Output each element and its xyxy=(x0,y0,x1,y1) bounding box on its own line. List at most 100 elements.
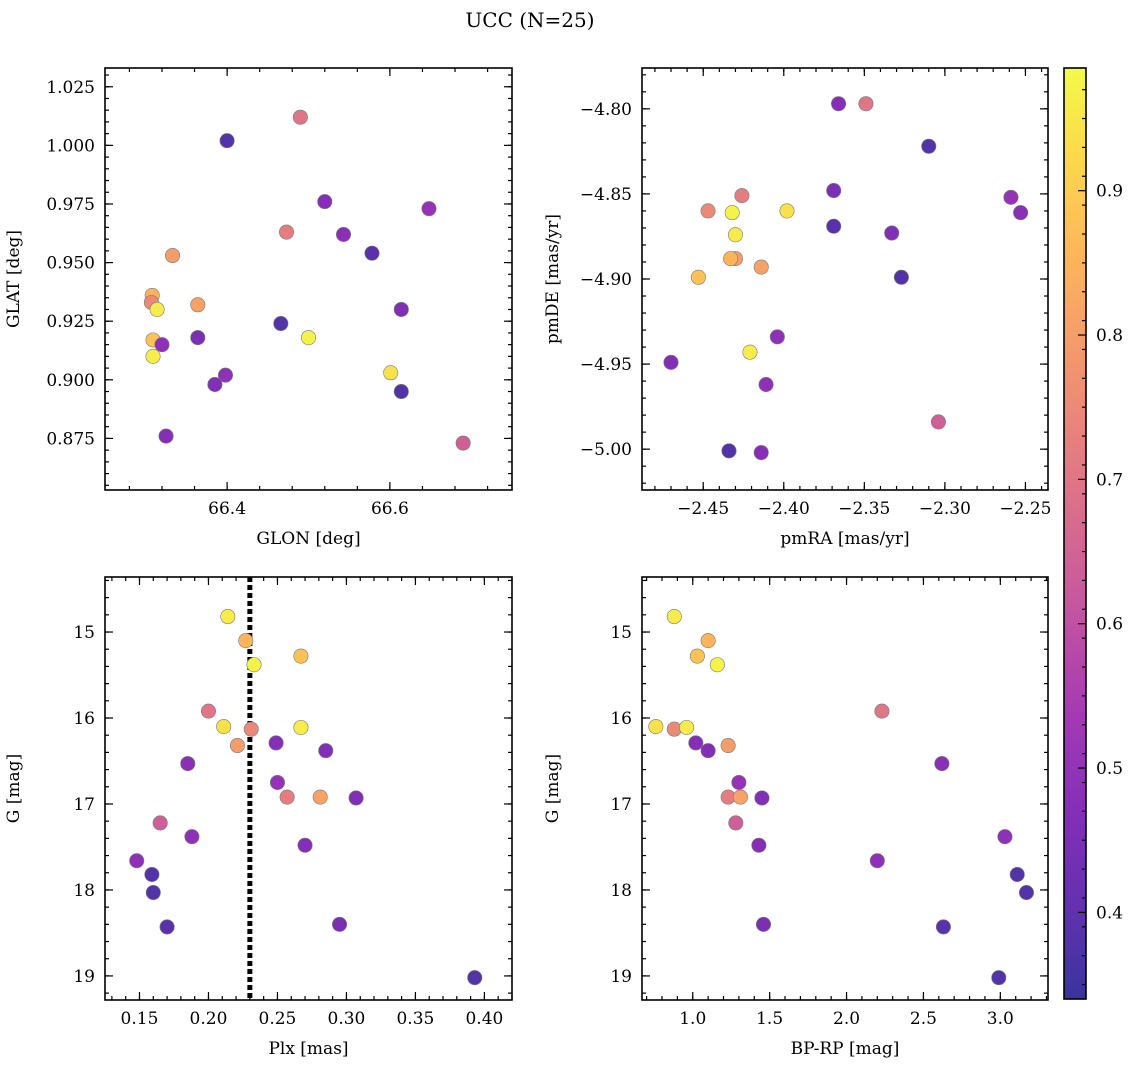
scatter-point xyxy=(184,829,200,845)
scatter-point xyxy=(826,218,842,234)
scatter-point xyxy=(727,227,743,243)
y-tick-label: 0.975 xyxy=(46,195,95,215)
colorbar-tick-label: 0.5 xyxy=(1096,759,1123,779)
scatter-point xyxy=(753,259,769,275)
scatter-point xyxy=(689,648,705,664)
x-axis-label: pmRA [mas/yr] xyxy=(780,529,909,549)
scatter-point xyxy=(312,789,328,805)
scatter-point xyxy=(724,205,740,221)
scatter-point xyxy=(666,609,682,625)
y-tick-label: 16 xyxy=(73,709,95,729)
axes-frame xyxy=(104,576,513,1001)
scatter-point xyxy=(755,916,771,932)
scatter-point xyxy=(721,443,737,459)
axes-frame xyxy=(104,67,513,491)
scatter-point xyxy=(297,837,313,853)
scatter-point xyxy=(219,133,235,149)
y-tick-label: 19 xyxy=(610,967,632,987)
scatter-point xyxy=(279,224,295,240)
scatter-point xyxy=(1003,189,1019,205)
y-tick-label: 18 xyxy=(73,881,95,901)
scatter-point xyxy=(292,109,308,125)
scatter-point xyxy=(934,756,950,772)
scatter-point xyxy=(663,354,679,370)
y-tick-label: −4.80 xyxy=(580,100,632,120)
scatter-point xyxy=(300,330,316,346)
colorbar-tick-label: 0.4 xyxy=(1096,903,1123,923)
scatter-point xyxy=(731,774,747,790)
colorbar-tick-label: 0.7 xyxy=(1096,470,1123,490)
x-tick-label: 0.25 xyxy=(259,1009,297,1029)
scatter-point xyxy=(769,329,785,345)
y-axis-label: GLAT [deg] xyxy=(4,230,24,328)
scatter-point xyxy=(734,188,750,204)
scatter-point xyxy=(268,735,284,751)
scatter-point xyxy=(884,225,900,241)
colorbar-tick-label: 0.8 xyxy=(1096,326,1123,346)
scatter-point xyxy=(421,201,437,217)
scatter-point xyxy=(152,815,168,831)
scatter-point xyxy=(393,301,409,317)
scatter-point xyxy=(348,790,364,806)
scatter-point xyxy=(200,703,216,719)
scatter-point xyxy=(728,815,744,831)
x-tick-label: 66.4 xyxy=(208,499,246,519)
scatter-point xyxy=(279,789,295,805)
scatter-point xyxy=(700,633,716,649)
scatter-point xyxy=(648,719,664,735)
panel-bprp-g: 1.0 1.5 2.0 2.5 3.0 15 16 17 18 19 BP-RP [mag] G [m… xyxy=(543,576,1049,1059)
scatter-point xyxy=(455,435,471,451)
scatter-point xyxy=(129,853,145,869)
scatter-point xyxy=(149,301,165,317)
scatter-point xyxy=(723,251,739,267)
x-tick-label: 2.5 xyxy=(910,1009,937,1029)
scatter-point xyxy=(238,633,254,649)
colorbar: 0.4 0.5 0.6 0.7 0.8 0.9 xyxy=(1063,67,1123,1000)
colorbar-gradient xyxy=(1064,68,1086,999)
y-tick-label: 0.900 xyxy=(46,371,95,391)
y-tick-label: 0.925 xyxy=(46,312,95,332)
scatter-point xyxy=(1009,866,1025,882)
scatter-point xyxy=(753,445,769,461)
y-tick-label: −4.95 xyxy=(580,355,632,375)
scatter-point xyxy=(216,719,232,735)
scatter-point xyxy=(893,269,909,285)
x-axis-label: BP-RP [mag] xyxy=(791,1039,900,1059)
scatter-point xyxy=(1018,885,1034,901)
axes-frame xyxy=(641,67,1049,491)
scatter-point xyxy=(190,297,206,313)
y-tick-label: 15 xyxy=(73,623,95,643)
scatter-point xyxy=(858,96,874,112)
y-tick-label: 1.025 xyxy=(46,78,95,98)
x-tick-label: −2.30 xyxy=(919,499,971,519)
y-tick-label: −5.00 xyxy=(580,440,632,460)
x-tick-label: 0.15 xyxy=(121,1009,159,1029)
y-tick-label: 1.000 xyxy=(46,136,95,156)
figure-title: UCC (N=25) xyxy=(465,8,594,32)
scatter-point xyxy=(991,970,1007,986)
scatter-point xyxy=(732,789,748,805)
x-tick-label: −2.45 xyxy=(677,499,729,519)
scatter-point xyxy=(383,365,399,381)
panel-glon-glat: 66.4 66.6 0.875 0.900 0.925 0.950 0.975 1.000 1.… xyxy=(4,67,513,549)
x-tick-label: 1.0 xyxy=(679,1009,706,1029)
scatter-point xyxy=(874,703,890,719)
scatter-point xyxy=(159,919,175,935)
scatter-point xyxy=(1013,205,1029,221)
scatter-point xyxy=(190,330,206,346)
scatter-point xyxy=(997,829,1013,845)
axes-frame xyxy=(641,576,1049,1001)
scatter-point xyxy=(332,916,348,932)
y-axis-label: G [mag] xyxy=(543,754,563,823)
y-tick-label: 16 xyxy=(610,709,632,729)
colorbar-tick-label: 0.9 xyxy=(1096,182,1123,202)
scatter-point xyxy=(154,337,170,353)
y-axis-label: G [mag] xyxy=(4,754,24,823)
y-tick-label: 17 xyxy=(610,795,632,815)
scatter-point xyxy=(779,203,795,219)
x-tick-label: −2.25 xyxy=(999,499,1051,519)
x-tick-label: 0.20 xyxy=(190,1009,228,1029)
scatter-point xyxy=(831,96,847,112)
y-tick-label: 17 xyxy=(73,795,95,815)
y-tick-label: −4.85 xyxy=(580,185,632,205)
